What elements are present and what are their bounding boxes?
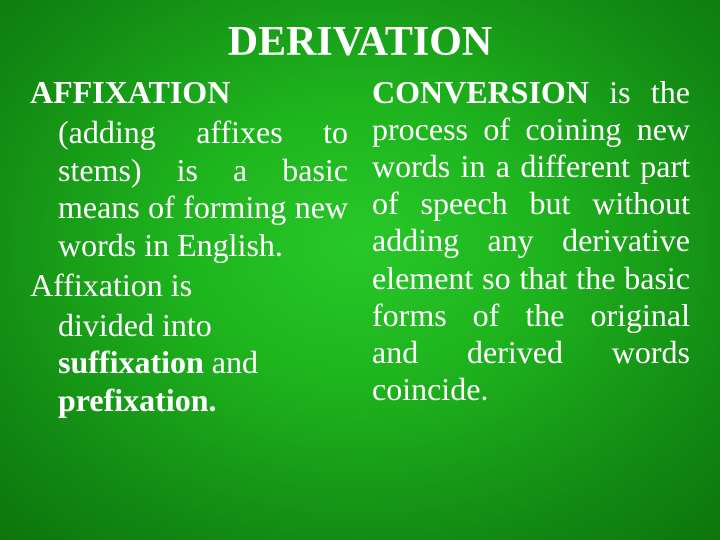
affixation-body2b: divided into	[58, 307, 212, 343]
affixation-body2a: Affixation is	[30, 267, 348, 305]
conversion-body: is the process of coining new words in a…	[372, 74, 690, 407]
suffixation-word: suffixation	[58, 344, 204, 380]
affixation-heading: AFFIXATION	[30, 74, 230, 110]
conversion-para: CONVERSION is the process of coining new…	[372, 74, 690, 408]
left-column: AFFIXATION (adding affixes to stems) is …	[30, 74, 348, 422]
slide-title: DERIVATION	[30, 18, 690, 66]
conversion-heading: CONVERSION	[372, 74, 589, 110]
and-word: and	[204, 344, 258, 380]
right-column: CONVERSION is the process of coining new…	[372, 74, 690, 422]
affixation-body1: (adding affixes to stems) is a basic mea…	[30, 114, 348, 265]
affixation-para: AFFIXATION	[30, 74, 348, 112]
columns: AFFIXATION (adding affixes to stems) is …	[30, 74, 690, 422]
slide: DERIVATION AFFIXATION (adding affixes to…	[0, 0, 720, 540]
affixation-body2: divided into suffixation and prefixation…	[30, 307, 348, 420]
prefixation-word: prefixation.	[58, 382, 217, 418]
